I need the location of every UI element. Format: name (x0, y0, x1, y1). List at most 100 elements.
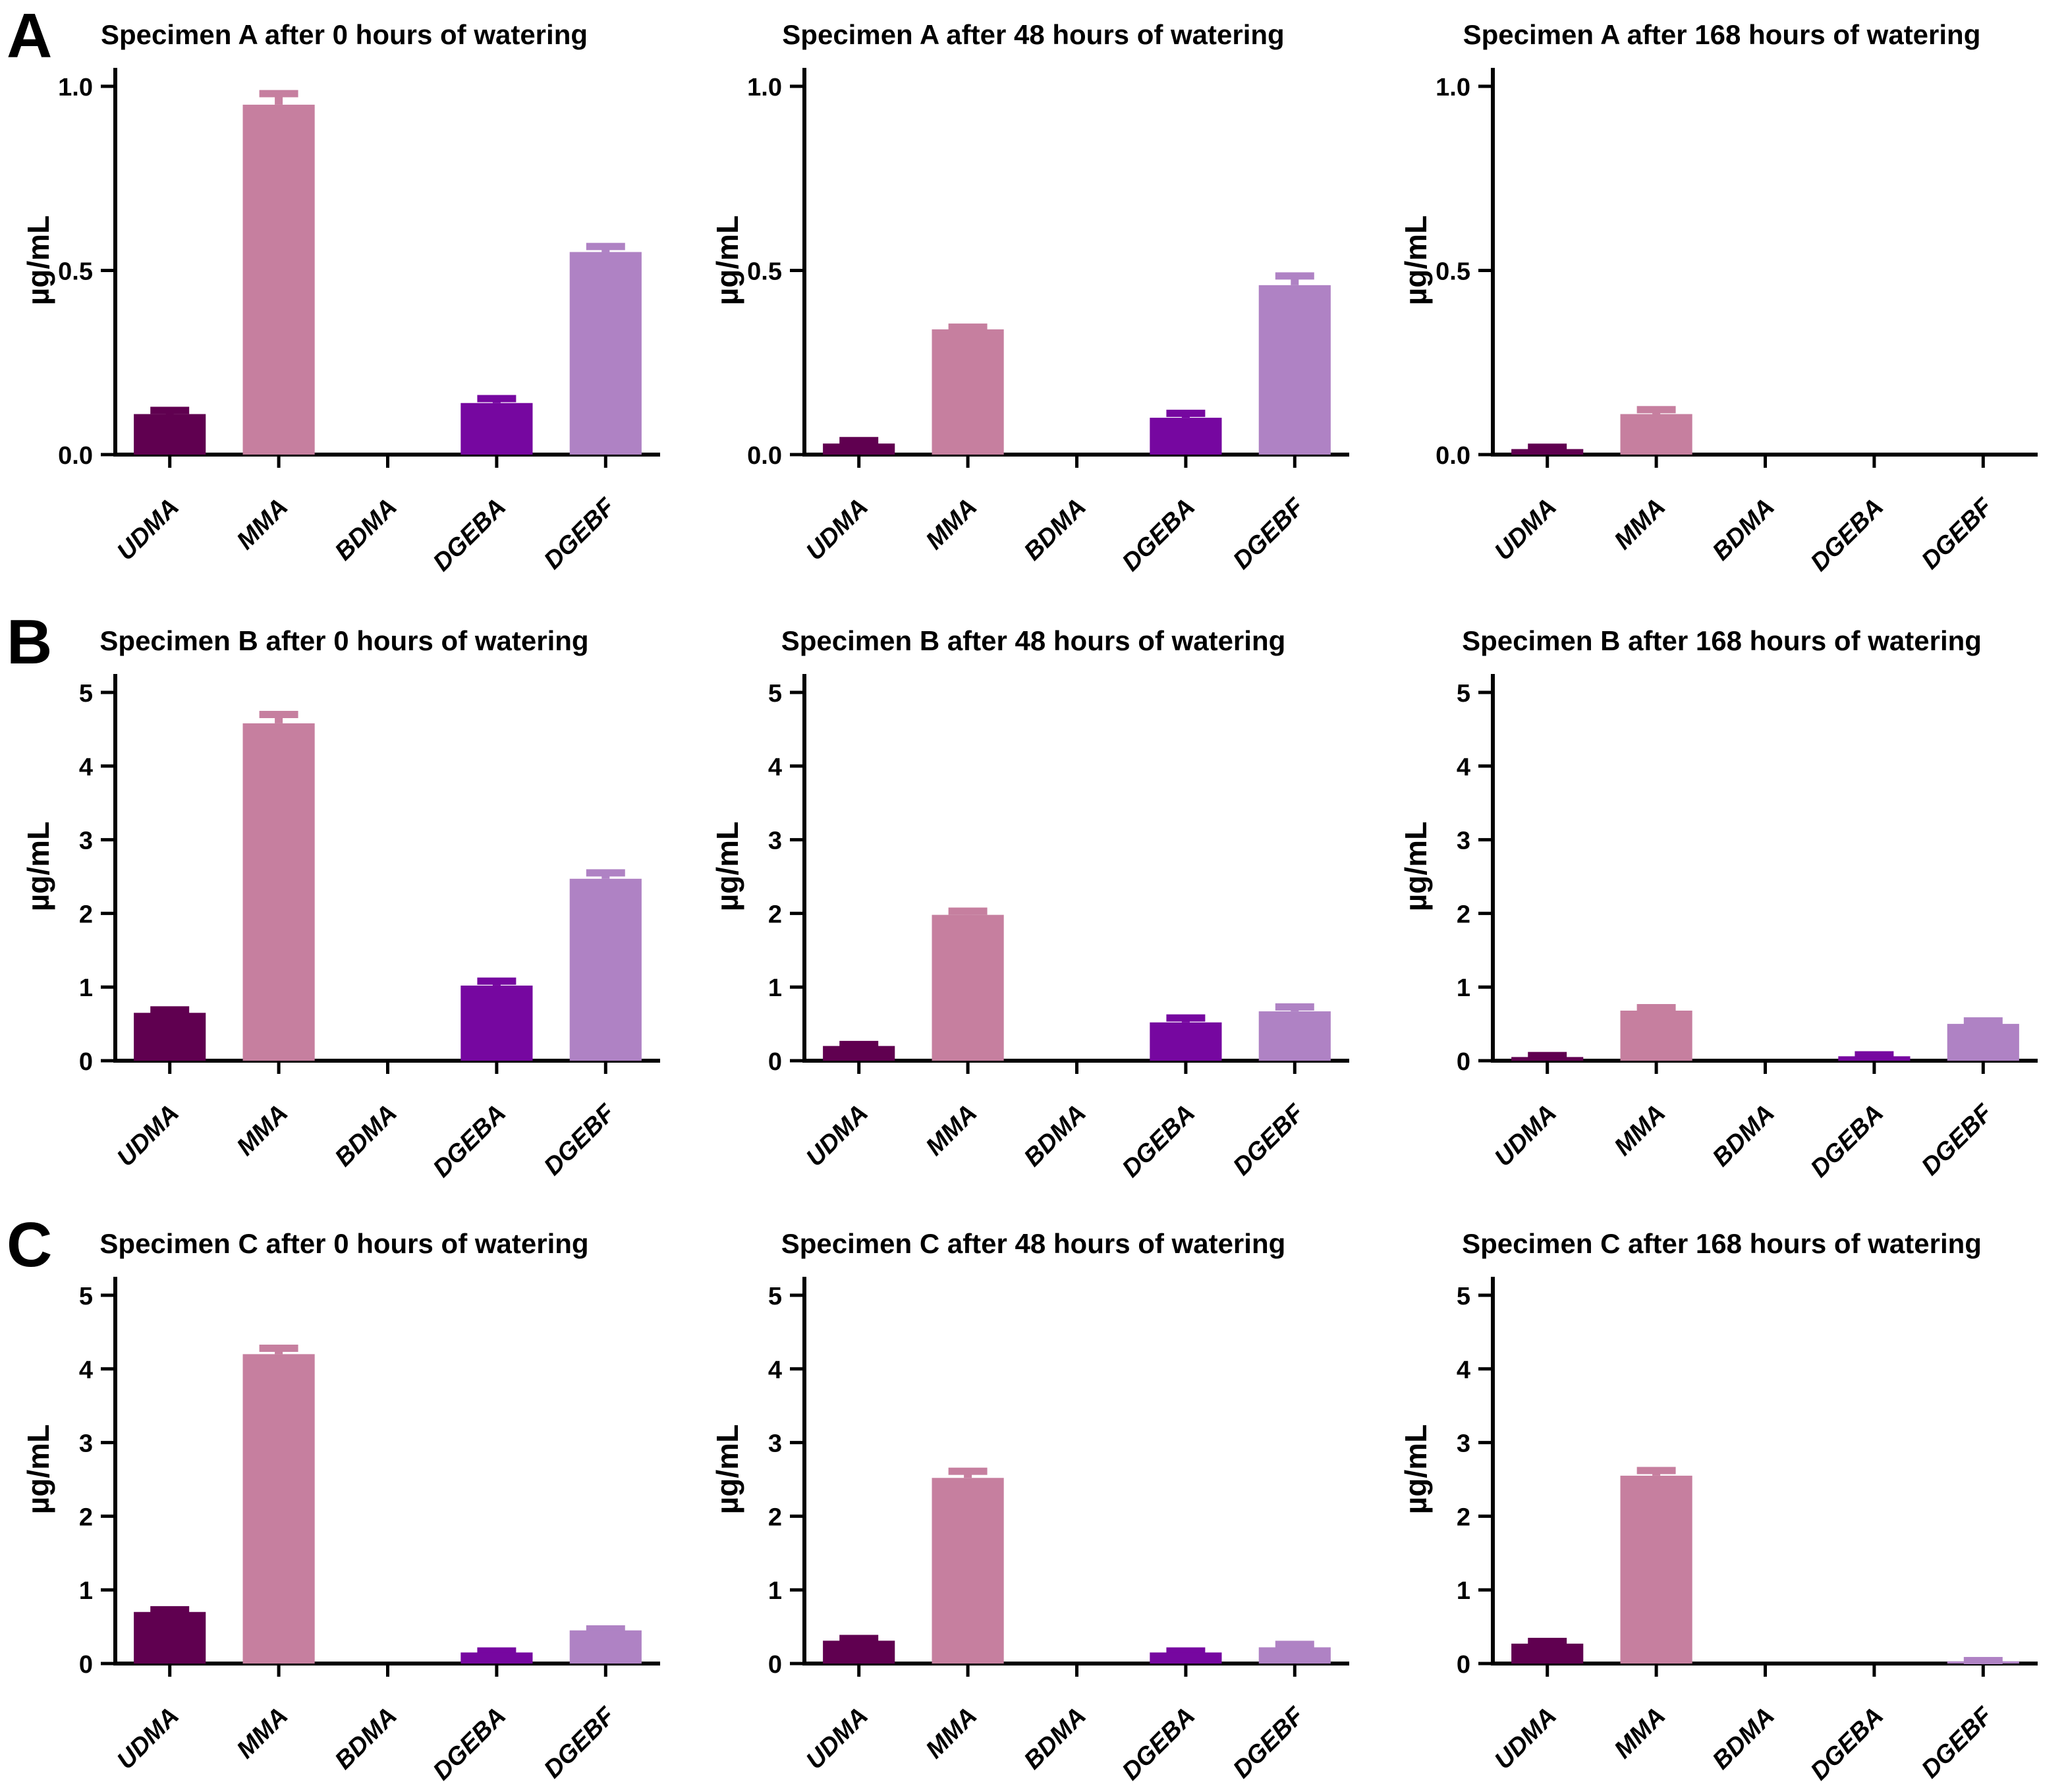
y-tick-label: 2 (1457, 901, 1470, 928)
chart-title: Specimen B after 168 hours of watering (1462, 625, 1982, 656)
x-label-mma: MMA (232, 1100, 294, 1162)
y-tick-label: 5 (79, 1283, 93, 1310)
bar-dgeba (1150, 418, 1222, 455)
bar-mma (1620, 1475, 1692, 1664)
chart-specimen-c-0h: Specimen C after 0 hours of watering µg/… (0, 1219, 688, 1792)
x-label-dgebf: DGEBF (539, 1098, 621, 1181)
x-label-dgeba: DGEBA (1117, 1702, 1201, 1786)
y-axis-label: µg/mL (21, 215, 55, 306)
x-label-dgeba: DGEBA (428, 1100, 512, 1183)
bar-udma (1511, 449, 1584, 455)
x-label-mma: MMA (921, 1702, 983, 1764)
y-tick-label: 5 (1457, 680, 1470, 708)
bar-mma (1620, 414, 1692, 455)
y-axis-label: µg/mL (710, 821, 744, 912)
y-tick-label: 4 (1457, 754, 1470, 781)
error-bar-cap (1963, 1017, 2003, 1025)
bar-udma (134, 1611, 206, 1664)
bar-plot: 0 1 2 3 4 5 UDMA MMA BDMA DGEBA DGEBF (768, 1277, 1349, 1786)
y-tick-label: 5 (1457, 1283, 1470, 1310)
bar-dgebf (1947, 1661, 2019, 1664)
error-bar-cap (1963, 1657, 2003, 1665)
error-bar-cap (586, 242, 625, 250)
bar-udma (823, 1640, 895, 1664)
bar-plot: 0 1 2 3 4 5 UDMA MMA BDMA DGEBA DGEBF (79, 674, 660, 1183)
error-bar-cap (1528, 1637, 1567, 1645)
chart-title: Specimen A after 48 hours of watering (782, 19, 1285, 50)
chart-specimen-a-0h: Specimen A after 0 hours of watering µg/… (0, 10, 688, 583)
bar-mma (932, 329, 1004, 455)
y-tick-label: 0.0 (58, 442, 93, 470)
error-bar-cap (150, 1006, 190, 1014)
x-label-udma: UDMA (801, 493, 874, 566)
x-label-dgebf: DGEBF (539, 492, 621, 574)
chart-specimen-c-48h: Specimen C after 48 hours of watering µg… (689, 1219, 1378, 1792)
x-label-bdma: BDMA (1019, 1100, 1092, 1172)
y-tick-label: 0 (79, 1651, 93, 1679)
x-label-udma: UDMA (112, 1702, 184, 1775)
panel-label-c: C (7, 1210, 53, 1280)
x-label-udma: UDMA (1490, 1702, 1562, 1775)
y-tick-label: 0.0 (747, 442, 782, 470)
panel-row-b: B Specimen B after 0 hours of watering µ… (0, 611, 2066, 1189)
bar-udma (134, 414, 206, 455)
x-label-dgebf: DGEBF (1916, 1701, 1999, 1783)
bar-dgeba (1838, 1056, 1911, 1061)
y-tick-label: 0.5 (1436, 258, 1470, 285)
chart-title: Specimen C after 0 hours of watering (99, 1228, 589, 1259)
x-label-udma: UDMA (801, 1702, 874, 1775)
y-tick-label: 2 (79, 1503, 93, 1531)
bar-mma (932, 914, 1004, 1061)
error-bar-cap (259, 710, 298, 718)
bar-mma (242, 723, 315, 1061)
bar-dgeba (461, 403, 533, 455)
y-tick-label: 0 (768, 1651, 782, 1679)
bar-udma (823, 1046, 895, 1061)
x-label-udma: UDMA (1490, 1100, 1562, 1172)
bar-dgebf (1258, 285, 1331, 455)
x-label-dgeba: DGEBA (1806, 493, 1889, 577)
x-label-dgeba: DGEBA (1806, 1100, 1889, 1183)
y-tick-label: 1 (79, 1577, 93, 1605)
y-axis-label: µg/mL (710, 1424, 744, 1515)
x-label-dgebf: DGEBF (1916, 492, 1999, 574)
y-tick-label: 0.5 (747, 258, 782, 285)
x-label-bdma: BDMA (1708, 1702, 1780, 1775)
error-bar-cap (150, 1606, 190, 1613)
error-bar-cap (1166, 1647, 1206, 1655)
y-tick-label: 1 (768, 974, 782, 1002)
y-tick-label: 2 (768, 901, 782, 928)
panel-row-a: A Specimen A after 0 hours of watering µ… (0, 5, 2066, 583)
panel-row-c: C Specimen C after 0 hours of watering µ… (0, 1214, 2066, 1792)
y-tick-label: 1 (1457, 974, 1470, 1002)
x-label-dgeba: DGEBA (428, 493, 512, 577)
y-tick-label: 1.0 (1436, 74, 1470, 101)
y-tick-label: 3 (768, 1430, 782, 1458)
bar-plot: 0 1 2 3 4 5 UDMA MMA BDMA DGEBA DGEBF (1457, 1277, 2038, 1785)
bar-plot: 0.0 0.5 1.0 UDMA MMA BDMA DGEBA DGEBF (747, 68, 1349, 577)
bar-plot: 0.0 0.5 1.0 UDMA MMA BDMA DGEBA DGEBF (1436, 68, 2038, 577)
chart-specimen-a-168h: Specimen A after 168 hours of watering µ… (1378, 10, 2066, 583)
error-bar-cap (1528, 1051, 1567, 1059)
error-bar-cap (1855, 1051, 1894, 1059)
bar-dgebf (569, 252, 642, 455)
x-label-dgebf: DGEBF (1916, 1098, 1999, 1181)
bar-plot: 0.0 0.5 1.0 UDMA MMA BDMA DGEBA DGEBF (58, 68, 660, 577)
x-label-dgeba: DGEBA (428, 1702, 512, 1786)
chart-specimen-b-0h: Specimen B after 0 hours of watering µg/… (0, 616, 688, 1189)
bar-plot: 0 1 2 3 4 5 UDMA MMA BDMA DGEBA DGEBF (768, 674, 1349, 1183)
x-label-dgeba: DGEBA (1117, 493, 1201, 577)
y-tick-label: 0.0 (1436, 442, 1470, 470)
x-label-bdma: BDMA (330, 493, 403, 566)
bar-udma (1511, 1057, 1584, 1061)
error-bar-cap (948, 323, 988, 331)
error-bar-cap (259, 1344, 298, 1352)
error-bar-cap (948, 907, 988, 915)
y-tick-label: 5 (768, 680, 782, 708)
y-axis-label: µg/mL (1399, 1424, 1433, 1515)
x-label-dgebf: DGEBF (1228, 1701, 1310, 1783)
x-label-dgeba: DGEBA (1117, 1100, 1201, 1183)
bar-mma (1620, 1010, 1692, 1061)
chart-title: Specimen A after 168 hours of watering (1463, 19, 1981, 50)
bar-dgebf (569, 878, 642, 1061)
